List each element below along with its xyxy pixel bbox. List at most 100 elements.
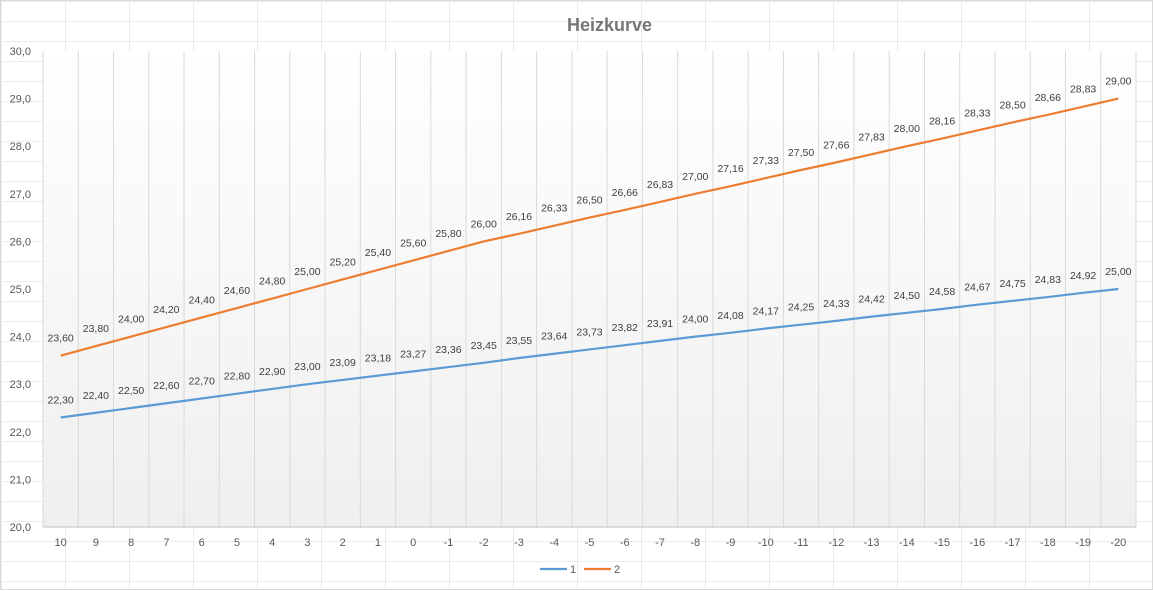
x-tick-label: 4 — [269, 537, 275, 549]
data-label: 24,75 — [999, 278, 1025, 290]
data-label: 24,42 — [858, 294, 884, 306]
x-tick-label: -5 — [585, 537, 595, 549]
x-tick-label: -10 — [758, 537, 774, 549]
data-label: 22,40 — [83, 390, 109, 402]
data-label: 25,40 — [365, 247, 391, 259]
data-label: 26,33 — [541, 203, 567, 215]
x-tick-label: -14 — [899, 537, 915, 549]
x-tick-label: 0 — [410, 537, 416, 549]
data-label: 24,67 — [964, 282, 990, 294]
y-tick-label: 22,0 — [10, 427, 31, 439]
y-tick-label: 24,0 — [10, 332, 31, 344]
data-label: 23,64 — [541, 331, 567, 343]
plot-area — [43, 51, 1136, 527]
data-label: 28,50 — [999, 99, 1025, 111]
data-label: 22,90 — [259, 366, 285, 378]
x-tick-label: -12 — [828, 537, 844, 549]
x-tick-label: -15 — [934, 537, 950, 549]
x-tick-label: -18 — [1040, 537, 1056, 549]
x-tick-label: 6 — [199, 537, 205, 549]
data-label: 26,50 — [576, 195, 602, 207]
data-labels: 22,30 22,40 22,50 22,60 22,70 22,80 22,90 23,00… — [47, 76, 1131, 407]
data-label: 23,60 — [47, 333, 73, 345]
data-label: 25,00 — [1105, 266, 1131, 278]
data-label: 22,60 — [153, 380, 179, 392]
data-label: 25,00 — [294, 266, 320, 278]
data-label: 26,83 — [647, 179, 673, 191]
x-tick-label: -11 — [794, 537, 809, 549]
data-label: 23,18 — [365, 353, 391, 365]
series-line-1 — [60, 287, 1119, 419]
axes: 20,0 21,0 22,0 23,0 24,0 25,0 26,0 27,0 28,0 29,0… — [10, 46, 1136, 549]
data-label: 28,16 — [929, 116, 955, 128]
x-tick-label: -16 — [969, 537, 985, 549]
data-label: 22,70 — [189, 375, 215, 387]
data-label: 24,58 — [929, 286, 955, 298]
data-label: 24,00 — [118, 314, 144, 326]
data-label: 24,33 — [823, 298, 849, 310]
data-label: 25,80 — [435, 228, 461, 240]
data-label: 24,00 — [682, 314, 708, 326]
y-tick-label: 20,0 — [10, 522, 31, 534]
data-label: 27,83 — [858, 131, 884, 143]
data-label: 27,16 — [717, 163, 743, 175]
y-tick-label: 29,0 — [10, 94, 31, 106]
data-label: 24,25 — [788, 302, 814, 314]
data-label: 23,91 — [647, 318, 673, 330]
data-label: 25,60 — [400, 237, 426, 249]
data-label: 24,80 — [259, 276, 285, 288]
data-label: 24,50 — [894, 290, 920, 302]
x-tick-label: -8 — [690, 537, 700, 549]
x-tick-label: -3 — [514, 537, 524, 549]
data-label: 28,66 — [1035, 92, 1061, 104]
data-label: 23,09 — [330, 357, 356, 369]
y-tick-label: 26,0 — [10, 236, 31, 248]
x-tick-label: -1 — [444, 537, 454, 549]
data-label: 23,36 — [435, 344, 461, 356]
x-tick-label: -13 — [864, 537, 880, 549]
data-label: 23,82 — [612, 322, 638, 334]
x-tick-label: -20 — [1110, 537, 1126, 549]
data-label: 28,83 — [1070, 84, 1096, 96]
data-label: 27,66 — [823, 139, 849, 151]
x-tick-label: 5 — [234, 537, 240, 549]
y-tick-label: 23,0 — [10, 379, 31, 391]
data-label: 22,50 — [118, 385, 144, 397]
data-label: 26,16 — [506, 211, 532, 223]
data-label: 24,40 — [189, 295, 215, 307]
data-label: 26,66 — [612, 187, 638, 199]
data-label: 24,08 — [717, 310, 743, 322]
data-label: 29,00 — [1105, 76, 1131, 88]
x-tick-label: 7 — [163, 537, 169, 549]
x-tick-label: 3 — [304, 537, 310, 549]
data-label: 23,73 — [576, 326, 602, 338]
y-tick-label: 27,0 — [10, 189, 31, 201]
data-label: 24,92 — [1070, 270, 1096, 282]
data-label: 27,00 — [682, 171, 708, 183]
x-tick-label: 9 — [93, 537, 99, 549]
data-label: 24,60 — [224, 285, 250, 297]
legend-label: 2 — [614, 564, 620, 576]
y-tick-label: 21,0 — [10, 474, 31, 486]
legend-label: 1 — [570, 564, 576, 576]
x-tick-label: -9 — [726, 537, 736, 549]
data-label: 28,00 — [894, 123, 920, 135]
chart-title: Heizkurve — [567, 15, 652, 35]
y-tick-label: 28,0 — [10, 141, 31, 153]
x-tick-label: -4 — [549, 537, 559, 549]
y-tick-label: 25,0 — [10, 284, 31, 296]
data-label: 22,80 — [224, 371, 250, 383]
data-label: 22,30 — [47, 395, 73, 407]
data-label: 27,50 — [788, 147, 814, 159]
data-label: 27,33 — [753, 155, 779, 167]
y-tick-label: 30,0 — [10, 46, 31, 58]
x-tick-label: -19 — [1075, 537, 1091, 549]
data-label: 24,83 — [1035, 274, 1061, 286]
x-tick-label: 2 — [340, 537, 346, 549]
x-tick-label: -6 — [620, 537, 630, 549]
data-label: 23,80 — [83, 323, 109, 335]
series-layer — [60, 97, 1119, 419]
series-line-2 — [60, 97, 1119, 357]
